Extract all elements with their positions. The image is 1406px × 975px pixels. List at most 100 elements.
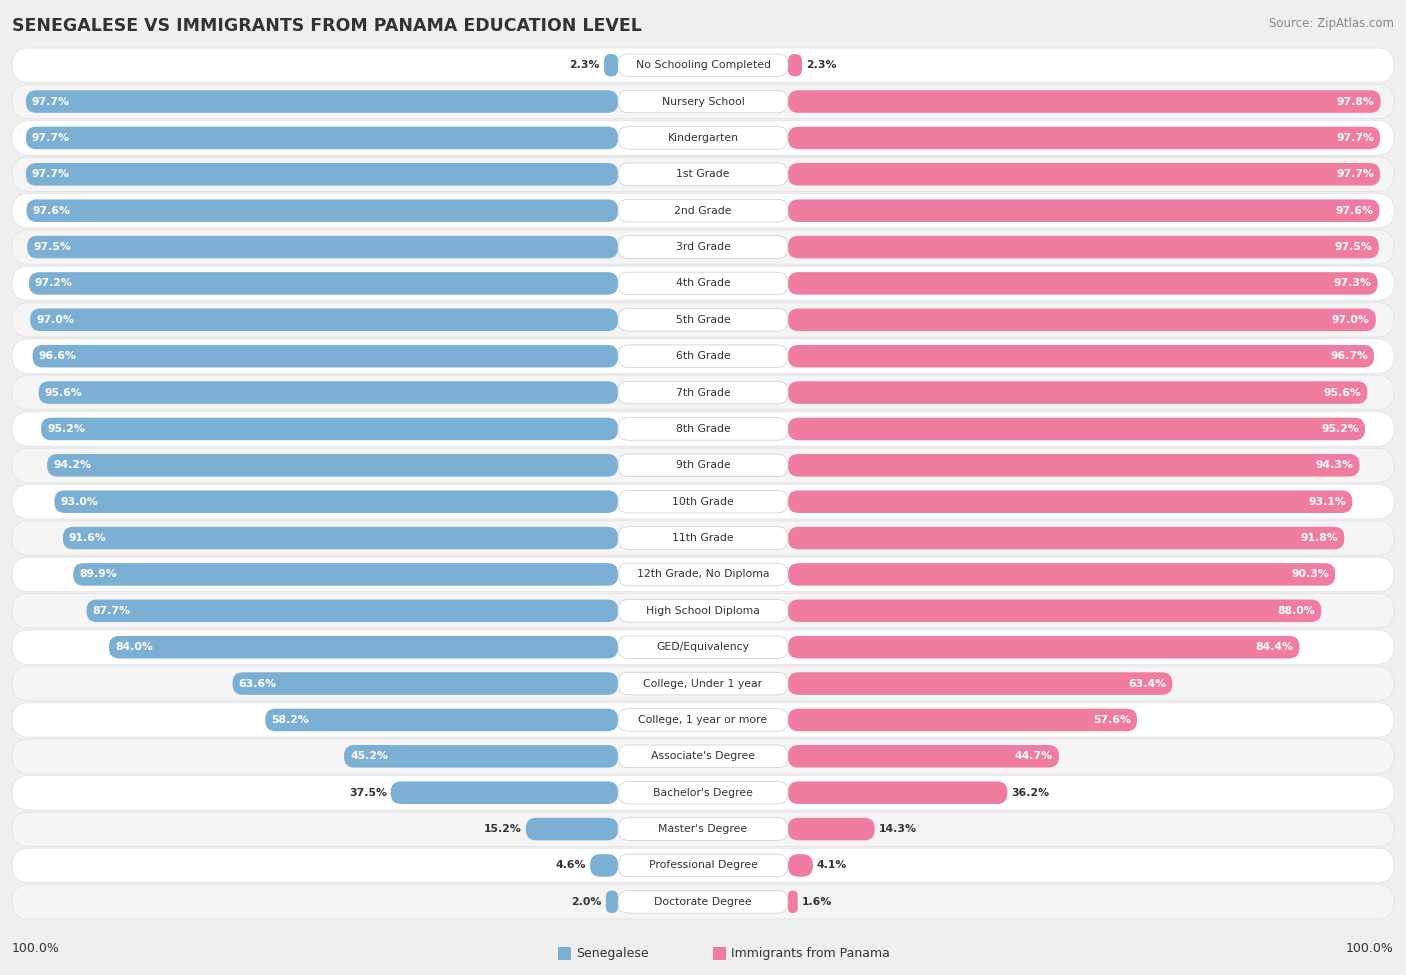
FancyBboxPatch shape	[787, 308, 1376, 332]
FancyBboxPatch shape	[619, 54, 787, 76]
Text: SENEGALESE VS IMMIGRANTS FROM PANAMA EDUCATION LEVEL: SENEGALESE VS IMMIGRANTS FROM PANAMA EDU…	[13, 17, 643, 35]
Text: 15.2%: 15.2%	[484, 824, 522, 834]
FancyBboxPatch shape	[41, 417, 619, 441]
FancyBboxPatch shape	[619, 745, 787, 767]
FancyBboxPatch shape	[13, 375, 1393, 410]
FancyBboxPatch shape	[787, 127, 1381, 149]
Text: 91.6%: 91.6%	[69, 533, 107, 543]
FancyBboxPatch shape	[13, 266, 1393, 300]
FancyBboxPatch shape	[619, 272, 787, 294]
Text: 4.1%: 4.1%	[817, 861, 848, 871]
Text: 93.0%: 93.0%	[60, 496, 98, 507]
FancyBboxPatch shape	[619, 636, 787, 658]
FancyBboxPatch shape	[13, 411, 1393, 447]
Text: 2nd Grade: 2nd Grade	[675, 206, 731, 215]
Text: 84.4%: 84.4%	[1256, 643, 1294, 652]
Text: 95.2%: 95.2%	[1322, 424, 1360, 434]
Text: College, 1 year or more: College, 1 year or more	[638, 715, 768, 725]
FancyBboxPatch shape	[787, 345, 1374, 368]
Text: 84.0%: 84.0%	[115, 643, 153, 652]
Text: 88.0%: 88.0%	[1278, 605, 1315, 616]
Text: 57.6%: 57.6%	[1092, 715, 1130, 725]
FancyBboxPatch shape	[13, 521, 1393, 555]
FancyBboxPatch shape	[619, 564, 787, 586]
FancyBboxPatch shape	[787, 490, 1353, 513]
FancyBboxPatch shape	[606, 890, 619, 914]
Text: 97.7%: 97.7%	[32, 97, 70, 106]
FancyBboxPatch shape	[619, 673, 787, 695]
Text: 94.3%: 94.3%	[1316, 460, 1354, 470]
FancyBboxPatch shape	[13, 157, 1393, 191]
FancyBboxPatch shape	[619, 490, 787, 513]
FancyBboxPatch shape	[619, 163, 787, 185]
Text: No Schooling Completed: No Schooling Completed	[636, 60, 770, 70]
Text: Source: ZipAtlas.com: Source: ZipAtlas.com	[1270, 17, 1393, 30]
Text: 97.2%: 97.2%	[35, 279, 73, 289]
FancyBboxPatch shape	[13, 594, 1393, 628]
FancyBboxPatch shape	[13, 884, 1393, 919]
FancyBboxPatch shape	[619, 127, 787, 149]
FancyBboxPatch shape	[619, 600, 787, 622]
FancyBboxPatch shape	[619, 781, 787, 804]
Text: 2.3%: 2.3%	[569, 60, 600, 70]
FancyBboxPatch shape	[619, 417, 787, 441]
Text: 96.7%: 96.7%	[1330, 351, 1368, 361]
Text: 1st Grade: 1st Grade	[676, 170, 730, 179]
Text: 97.7%: 97.7%	[32, 133, 70, 143]
Text: 90.3%: 90.3%	[1291, 569, 1329, 579]
FancyBboxPatch shape	[13, 48, 1393, 82]
FancyBboxPatch shape	[25, 163, 619, 185]
FancyBboxPatch shape	[619, 91, 787, 113]
FancyBboxPatch shape	[13, 121, 1393, 155]
FancyBboxPatch shape	[13, 666, 1393, 701]
FancyBboxPatch shape	[30, 272, 619, 294]
Text: Nursery School: Nursery School	[662, 97, 744, 106]
Text: 58.2%: 58.2%	[271, 715, 309, 725]
FancyBboxPatch shape	[13, 703, 1393, 737]
FancyBboxPatch shape	[619, 890, 787, 914]
FancyBboxPatch shape	[787, 91, 1381, 113]
FancyBboxPatch shape	[787, 890, 797, 914]
Text: GED/Equivalency: GED/Equivalency	[657, 643, 749, 652]
FancyBboxPatch shape	[27, 236, 619, 258]
FancyBboxPatch shape	[787, 200, 1379, 222]
Text: 37.5%: 37.5%	[349, 788, 387, 798]
FancyBboxPatch shape	[787, 564, 1336, 586]
FancyBboxPatch shape	[13, 485, 1393, 519]
FancyBboxPatch shape	[787, 163, 1381, 185]
FancyBboxPatch shape	[73, 564, 619, 586]
Text: 11th Grade: 11th Grade	[672, 533, 734, 543]
Text: 14.3%: 14.3%	[879, 824, 917, 834]
Text: 10th Grade: 10th Grade	[672, 496, 734, 507]
Text: 97.0%: 97.0%	[37, 315, 75, 325]
Text: 100.0%: 100.0%	[13, 943, 60, 956]
FancyBboxPatch shape	[30, 308, 619, 332]
Text: 97.7%: 97.7%	[1336, 170, 1374, 179]
FancyBboxPatch shape	[787, 381, 1368, 404]
FancyBboxPatch shape	[27, 200, 619, 222]
FancyBboxPatch shape	[13, 339, 1393, 373]
Text: 6th Grade: 6th Grade	[676, 351, 730, 361]
Text: 97.7%: 97.7%	[1336, 133, 1374, 143]
Text: 95.2%: 95.2%	[46, 424, 84, 434]
Text: 4th Grade: 4th Grade	[676, 279, 730, 289]
Text: 3rd Grade: 3rd Grade	[675, 242, 731, 253]
FancyBboxPatch shape	[619, 709, 787, 731]
Text: 97.6%: 97.6%	[32, 206, 70, 215]
FancyBboxPatch shape	[55, 490, 619, 513]
Text: 5th Grade: 5th Grade	[676, 315, 730, 325]
Text: Doctorate Degree: Doctorate Degree	[654, 897, 752, 907]
FancyBboxPatch shape	[787, 600, 1322, 622]
FancyBboxPatch shape	[13, 302, 1393, 337]
Text: 4.6%: 4.6%	[555, 861, 586, 871]
FancyBboxPatch shape	[619, 308, 787, 332]
Text: 1.6%: 1.6%	[801, 897, 832, 907]
FancyBboxPatch shape	[619, 236, 787, 258]
Text: Senegalese: Senegalese	[576, 947, 648, 959]
FancyBboxPatch shape	[232, 673, 619, 695]
FancyBboxPatch shape	[13, 558, 1393, 592]
FancyBboxPatch shape	[108, 636, 619, 658]
FancyBboxPatch shape	[787, 709, 1137, 731]
FancyBboxPatch shape	[558, 947, 571, 959]
FancyBboxPatch shape	[13, 775, 1393, 810]
